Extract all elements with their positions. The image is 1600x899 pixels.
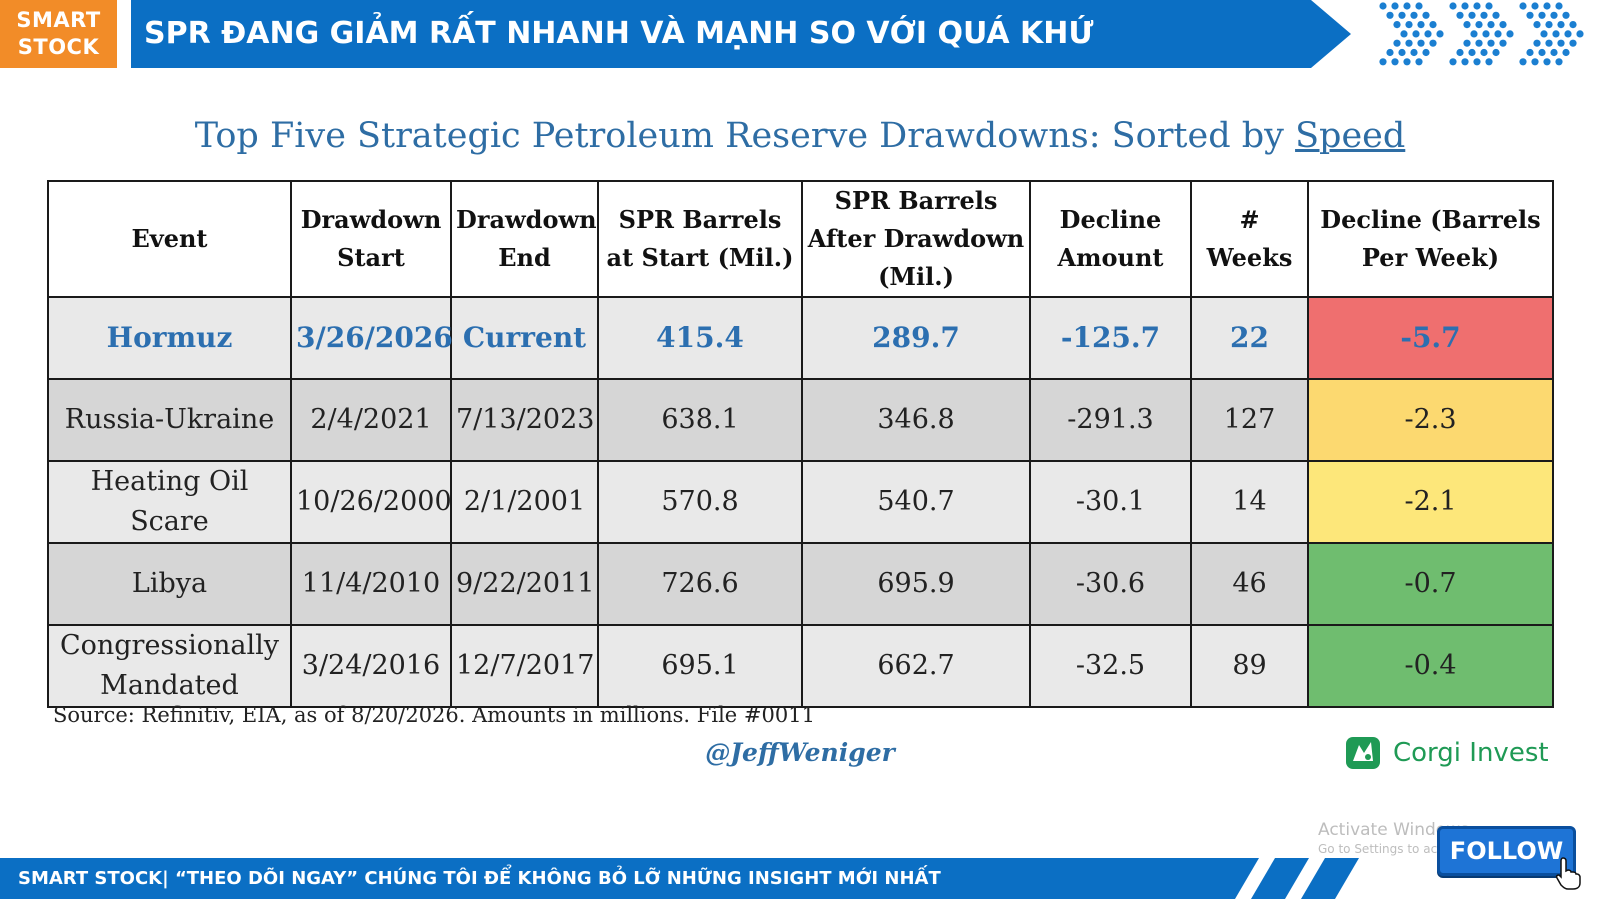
cell-event: Russia-Ukraine <box>47 378 292 462</box>
cell-start: 3/24/2016 <box>290 624 452 708</box>
cell-decline: -125.7 <box>1029 296 1192 380</box>
table-row: Heating Oil Scare 10/26/2000 2/1/2001 57… <box>47 460 1554 544</box>
cell-per-week: -2.1 <box>1307 460 1554 544</box>
cell-start: 3/26/2026 <box>290 296 453 380</box>
cell-start: 2/4/2021 <box>290 378 452 462</box>
table-title: Top Five Strategic Petroleum Reserve Dra… <box>0 116 1600 156</box>
table-title-emphasis: Speed <box>1295 116 1406 156</box>
cell-weeks: 127 <box>1190 378 1309 462</box>
cell-barrels-after: 540.7 <box>801 460 1031 544</box>
cell-decline: -30.6 <box>1029 542 1192 626</box>
cell-end: 12/7/2017 <box>450 624 599 708</box>
cell-end: 9/22/2011 <box>450 542 599 626</box>
cell-barrels-after: 662.7 <box>801 624 1031 708</box>
smart-stock-logo: SMART STOCK <box>0 0 117 68</box>
author-handle: @JeffWeniger <box>705 738 895 767</box>
footer-text: SMART STOCK| “THEO DÕI NGAY” CHÚNG TÔI Đ… <box>18 868 941 889</box>
cell-event: Hormuz <box>47 296 292 380</box>
cell-per-week: -5.7 <box>1307 296 1554 380</box>
header-event: Event <box>47 180 292 298</box>
cell-event: Libya <box>47 542 292 626</box>
cell-weeks: 46 <box>1190 542 1309 626</box>
table-row: Hormuz 3/26/2026 Current 415.4 289.7 -12… <box>47 296 1554 380</box>
page-title: SPR ĐANG GIẢM RẤT NHANH VÀ MẠNH SO VỚI Q… <box>144 16 1094 51</box>
logo-line-2: STOCK <box>17 35 100 59</box>
cell-per-week: -0.4 <box>1307 624 1554 708</box>
cell-decline: -291.3 <box>1029 378 1192 462</box>
cell-end: Current <box>450 296 599 380</box>
table-row: Libya 11/4/2010 9/22/2011 726.6 695.9 -3… <box>47 542 1554 626</box>
header-weeks: # Weeks <box>1190 180 1309 298</box>
cell-event: Heating Oil Scare <box>47 460 292 544</box>
brand-name: Corgi Invest <box>1393 738 1549 768</box>
cell-weeks: 89 <box>1190 624 1309 708</box>
table-row: Russia-Ukraine 2/4/2021 7/13/2023 638.1 … <box>47 378 1554 462</box>
header-drawdown-start: Drawdown Start <box>290 180 452 298</box>
cell-barrels-after: 695.9 <box>801 542 1031 626</box>
cell-per-week: -2.3 <box>1307 378 1554 462</box>
cell-barrels-start: 570.8 <box>597 460 803 544</box>
cell-event: Congressionally Mandated <box>47 624 292 708</box>
chevron-dots-decoration-icon <box>1379 2 1584 66</box>
title-banner: SPR ĐANG GIẢM RẤT NHANH VÀ MẠNH SO VỚI Q… <box>131 0 1351 68</box>
cell-decline: -32.5 <box>1029 624 1192 708</box>
header-barrels-start: SPR Barrels at Start (Mil.) <box>597 180 803 298</box>
logo-line-1: SMART <box>16 8 101 32</box>
header-decline-per-week: Decline (Barrels Per Week) <box>1307 180 1554 298</box>
hand-cursor-icon <box>1555 857 1581 890</box>
cell-end: 7/13/2023 <box>450 378 599 462</box>
cell-barrels-start: 638.1 <box>597 378 803 462</box>
cell-weeks: 22 <box>1190 296 1309 380</box>
cell-barrels-after: 346.8 <box>801 378 1031 462</box>
table-row: Congressionally Mandated 3/24/2016 12/7/… <box>47 624 1554 708</box>
cell-end: 2/1/2001 <box>450 460 599 544</box>
table-header-row: Event Drawdown Start Drawdown End SPR Ba… <box>47 180 1554 298</box>
cell-barrels-after: 289.7 <box>801 296 1031 380</box>
table-title-prefix: Top Five Strategic Petroleum Reserve Dra… <box>194 116 1296 156</box>
follow-button[interactable]: FOLLOW <box>1437 826 1576 876</box>
source-note: Source: Refinitiv, EIA, as of 8/20/2026.… <box>53 703 815 727</box>
cell-barrels-start: 415.4 <box>597 296 803 380</box>
corgi-invest-brand: Corgi Invest <box>1343 733 1549 773</box>
cell-barrels-start: 695.1 <box>597 624 803 708</box>
cell-decline: -30.1 <box>1029 460 1192 544</box>
cell-weeks: 14 <box>1190 460 1309 544</box>
spr-drawdown-table: Event Drawdown Start Drawdown End SPR Ba… <box>47 180 1554 708</box>
watermark-line-1: Activate Windows <box>1318 820 1469 840</box>
footer-bar: SMART STOCK| “THEO DÕI NGAY” CHÚNG TÔI Đ… <box>0 858 1600 899</box>
cell-start: 10/26/2000 <box>290 460 452 544</box>
corgi-logo-icon <box>1346 737 1380 769</box>
cell-barrels-start: 726.6 <box>597 542 803 626</box>
cell-per-week: -0.7 <box>1307 542 1554 626</box>
cell-start: 11/4/2010 <box>290 542 452 626</box>
header-decline-amount: Decline Amount <box>1029 180 1192 298</box>
header-barrels-after: SPR Barrels After Drawdown (Mil.) <box>801 180 1031 298</box>
header-drawdown-end: Drawdown End <box>450 180 599 298</box>
